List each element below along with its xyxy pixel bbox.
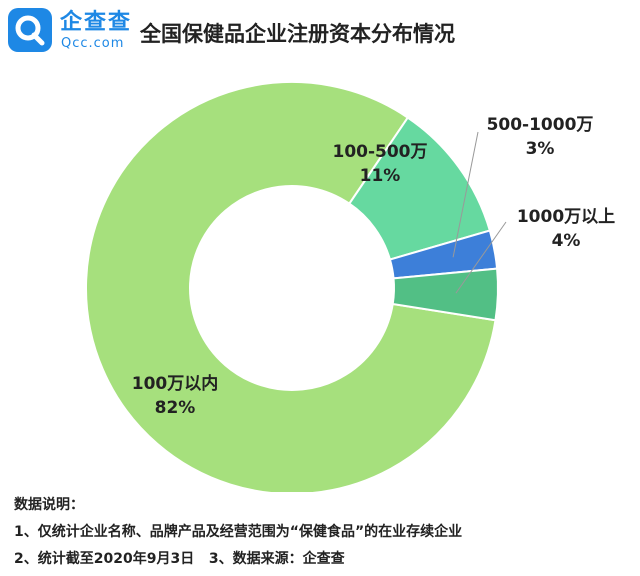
logo-text-cn: 企查查 (60, 10, 133, 35)
slice-under-100-category-label: 100万以内 (132, 373, 219, 394)
note-line-2-date: 2、统计截至2020年9月3日 (14, 551, 195, 567)
note-line-2-source: 3、数据来源：企查查 (208, 551, 345, 567)
leader-line-500-1000 (452, 131, 479, 258)
leader-line-over-1000 (455, 221, 507, 294)
slice-500-1000-category-label: 500-1000万 (487, 115, 594, 135)
chart-title: 全国保健品企业注册资本分布情况 (140, 22, 455, 46)
notes-heading: 数据说明： (14, 497, 84, 513)
slice-over-1000-percent-label: 4% (552, 231, 581, 251)
data-notes: 数据说明： 1、仅统计企业名称、品牌产品及经营范围为“保健食品”的在业存续企业 … (14, 492, 634, 573)
slice-under-100-percent-label: 82% (155, 398, 196, 418)
header: 企查查 Qcc.com 全国保健品企业注册资本分布情况 (0, 0, 640, 72)
donut-chart: 100万以内 82% 100-500万 11% 500-1000万 3% 1000万以上 4% (85, 81, 615, 492)
note-line-1: 1、仅统计企业名称、品牌产品及经营范围为“保健食品”的在业存续企业 (14, 524, 463, 540)
slice-500-1000-percent-label: 3% (526, 139, 555, 159)
logo-text-en: Qcc.com (61, 36, 125, 51)
slice-100-500-percent-label: 11% (360, 166, 401, 186)
slice-under-100 (85, 81, 497, 492)
slice-100-500-category-label: 100-500万 (332, 142, 427, 162)
note-line-2: 2、统计截至2020年9月3日 3、数据来源：企查查 (14, 546, 634, 573)
qcc-logo-icon (8, 8, 52, 52)
slice-over-1000-category-label: 1000万以上 (517, 207, 615, 227)
slice-over-1000 (391, 267, 499, 322)
